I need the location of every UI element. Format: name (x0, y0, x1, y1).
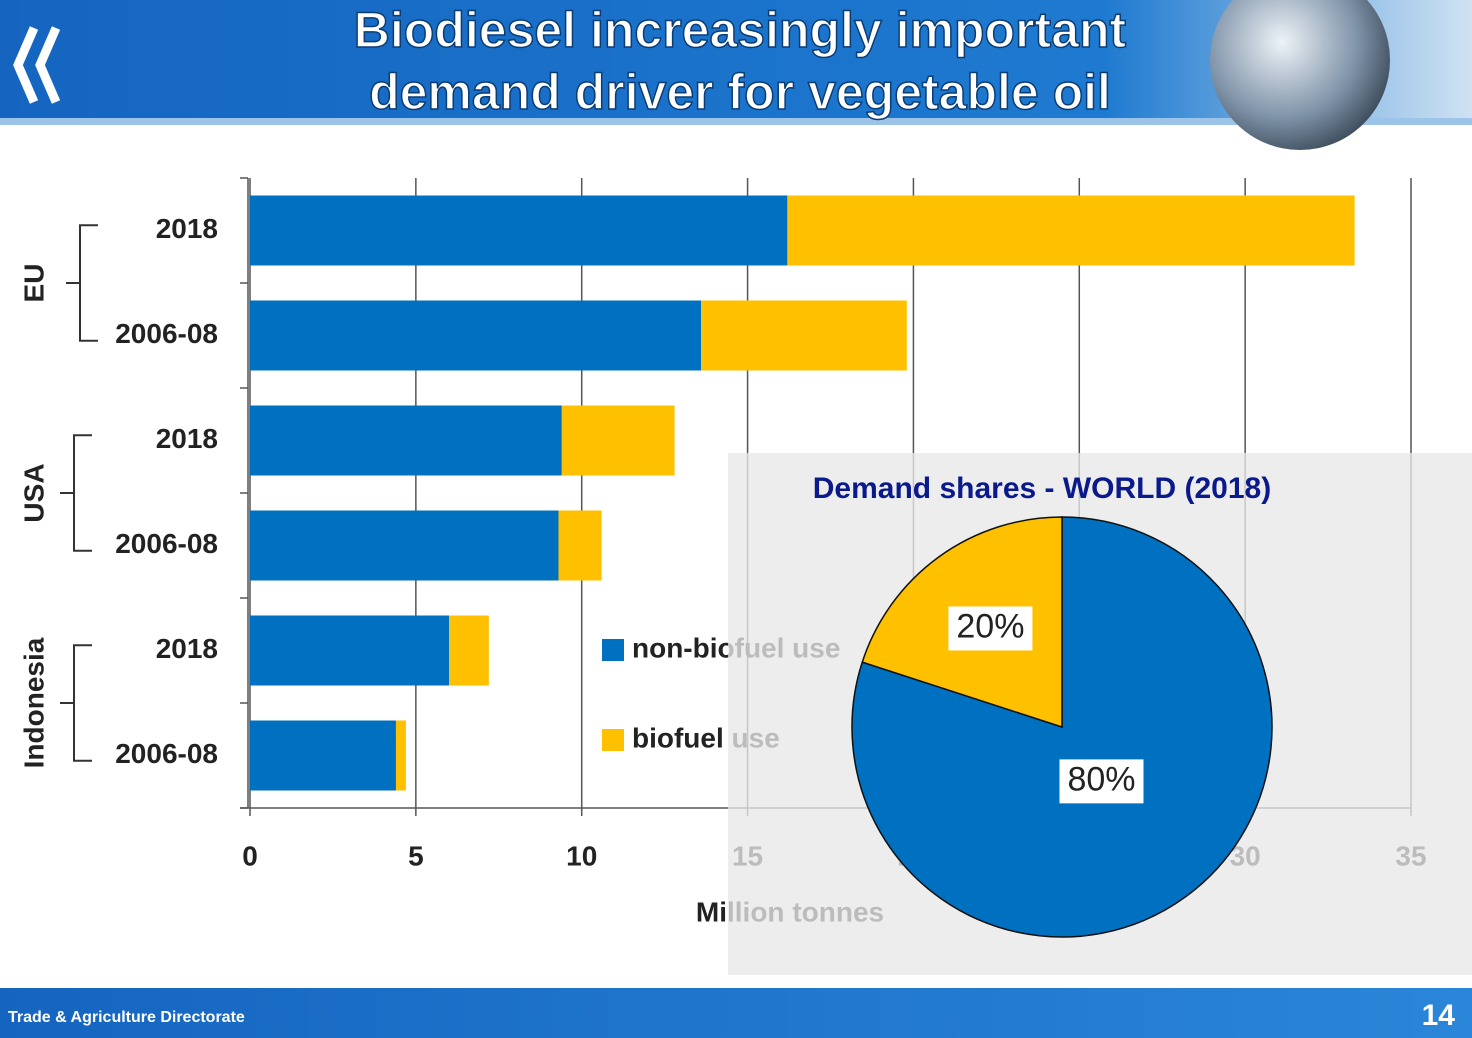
bar-segment (250, 301, 701, 371)
slide-title: demand driver for vegetable oil (369, 64, 1111, 120)
group-label: EU (18, 264, 49, 303)
y-tick-label: 2018 (156, 423, 218, 454)
pie-label: 20% (956, 607, 1024, 645)
group-bracket (60, 435, 92, 551)
bar-segment (250, 196, 787, 266)
footer-text: Trade & Agriculture Directorate (8, 1009, 245, 1026)
bar-segment (250, 406, 562, 476)
group-bracket (66, 225, 98, 341)
y-tick-label: 2018 (156, 213, 218, 244)
slide: Biodiesel increasingly important demand … (0, 0, 1472, 1038)
page-number: 14 (1422, 999, 1456, 1032)
bar-segment (396, 721, 406, 791)
pie-title: Demand shares - WORLD (2018) (813, 472, 1271, 505)
group-bracket (60, 645, 92, 761)
bar-segment (701, 301, 907, 371)
y-tick-label: 2006-08 (115, 318, 218, 349)
slide-title: Biodiesel increasingly important (354, 2, 1127, 58)
y-tick-label: 2006-08 (115, 528, 218, 559)
bar-segment (787, 196, 1354, 266)
x-tick-label: 5 (408, 840, 424, 871)
y-tick-label: 2018 (156, 633, 218, 664)
globe (1210, 0, 1390, 150)
bar-segment (558, 511, 601, 581)
bar-segment (449, 616, 489, 686)
x-tick-label: 10 (566, 840, 597, 871)
bar-segment (562, 406, 675, 476)
legend-swatch (602, 729, 624, 751)
pie-label: 80% (1067, 760, 1135, 798)
y-tick-label: 2006-08 (115, 738, 218, 769)
x-tick-label: 0 (242, 840, 258, 871)
legend-swatch (602, 639, 624, 661)
bar-segment (250, 721, 396, 791)
bar-segment (250, 616, 449, 686)
group-label: Indonesia (18, 637, 49, 768)
bar-segment (250, 511, 558, 581)
group-label: USA (18, 463, 49, 522)
